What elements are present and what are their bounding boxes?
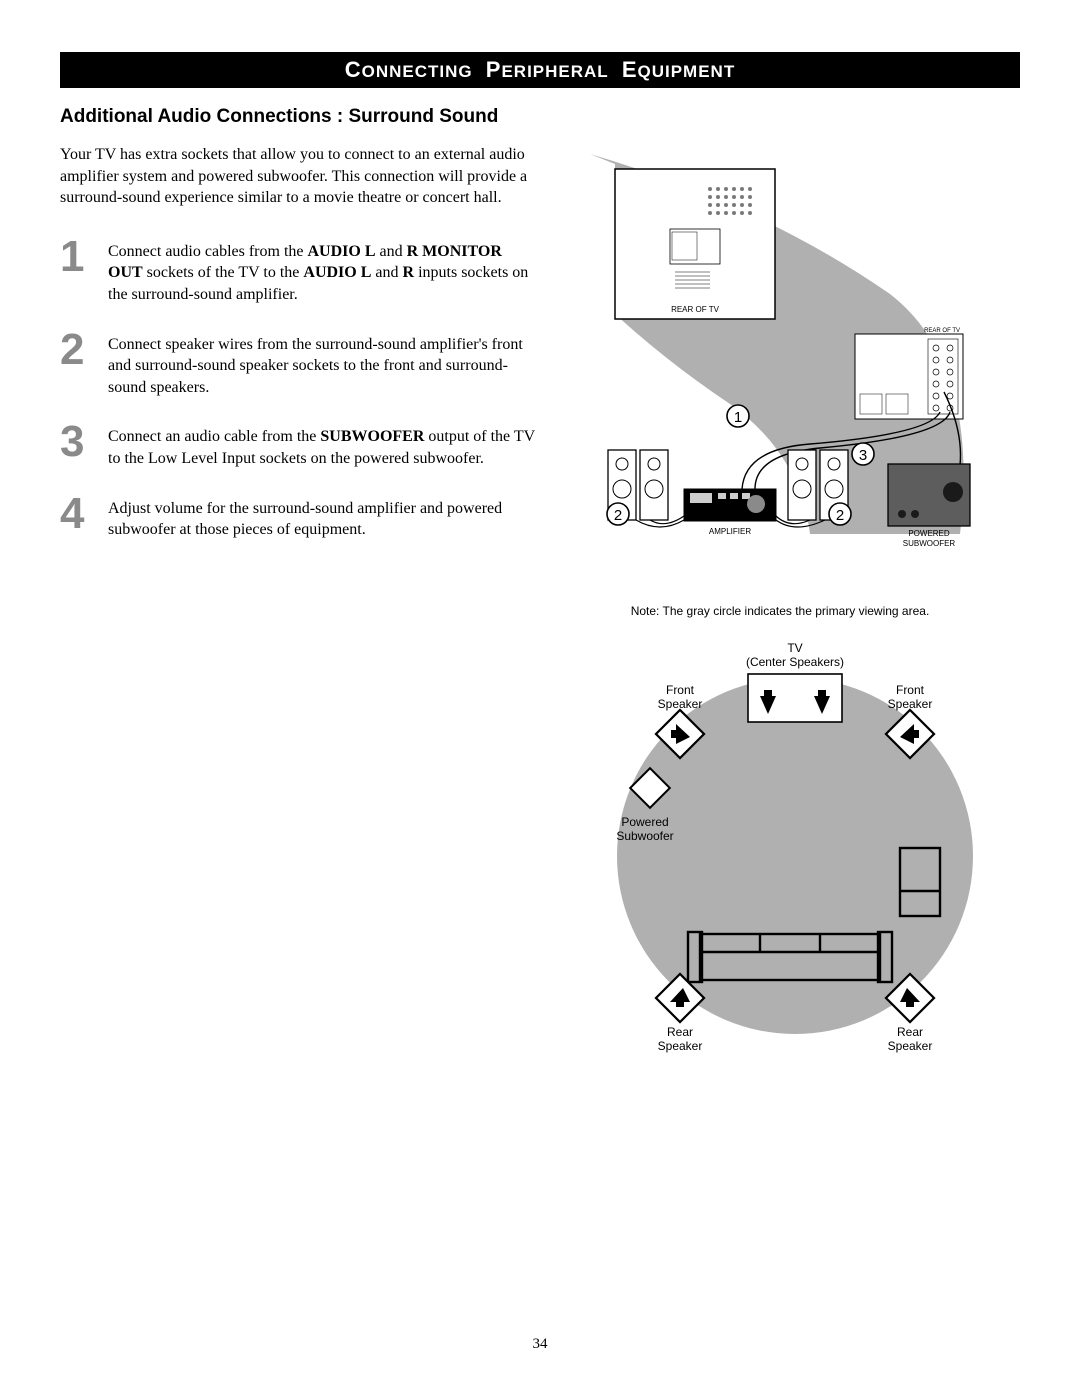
step-number: 1 — [60, 237, 94, 277]
diagram-note: Note: The gray circle indicates the prim… — [560, 604, 1000, 618]
svg-text:POWERED: POWERED — [908, 529, 950, 538]
svg-text:Front: Front — [666, 683, 695, 697]
step-4: 4 Adjust volume for the surround-sound a… — [60, 494, 540, 541]
svg-text:Subwoofer: Subwoofer — [616, 829, 673, 843]
page-subtitle: Additional Audio Connections : Surround … — [60, 106, 1020, 128]
step-text: Connect an audio cable from the SUBWOOFE… — [108, 422, 540, 469]
step-text: Adjust volume for the surround-sound amp… — [108, 494, 540, 541]
svg-text:AMPLIFIER: AMPLIFIER — [709, 527, 751, 536]
step-text: Connect speaker wires from the surround-… — [108, 330, 540, 399]
svg-text:1: 1 — [734, 409, 742, 426]
step-number: 2 — [60, 330, 94, 370]
step-number: 3 — [60, 422, 94, 462]
svg-text:SUBWOOFER: SUBWOOFER — [903, 539, 956, 548]
step-3: 3 Connect an audio cable from the SUBWOO… — [60, 422, 540, 469]
svg-text:Speaker: Speaker — [658, 1039, 703, 1053]
step-text: Connect audio cables from the AUDIO L an… — [108, 237, 540, 306]
header-text: C — [345, 57, 362, 82]
intro-paragraph: Your TV has extra sockets that allow you… — [60, 144, 540, 209]
svg-text:TV: TV — [787, 641, 802, 655]
svg-text:REAR OF TV: REAR OF TV — [924, 328, 960, 334]
svg-text:REAR OF TV: REAR OF TV — [671, 305, 720, 314]
svg-text:Front: Front — [896, 683, 925, 697]
svg-text:2: 2 — [614, 507, 622, 524]
svg-text:Speaker: Speaker — [888, 1039, 933, 1053]
step-2: 2 Connect speaker wires from the surroun… — [60, 330, 540, 399]
page-number: 34 — [0, 1336, 1080, 1353]
room-layout-diagram: TV (Center Speakers) Front Speaker Front… — [560, 636, 1000, 1076]
svg-text:(Center Speakers): (Center Speakers) — [746, 655, 844, 669]
section-header: CONNECTING PERIPHERAL EQUIPMENT — [60, 52, 1020, 88]
step-1: 1 Connect audio cables from the AUDIO L … — [60, 237, 540, 306]
svg-text:Rear: Rear — [667, 1025, 693, 1039]
step-number: 4 — [60, 494, 94, 534]
svg-text:Rear: Rear — [897, 1025, 923, 1039]
wiring-diagram: REAR OF TV REAR OF T — [560, 144, 1000, 564]
svg-text:3: 3 — [859, 447, 867, 464]
svg-text:2: 2 — [836, 507, 844, 524]
svg-text:Powered: Powered — [621, 815, 668, 829]
